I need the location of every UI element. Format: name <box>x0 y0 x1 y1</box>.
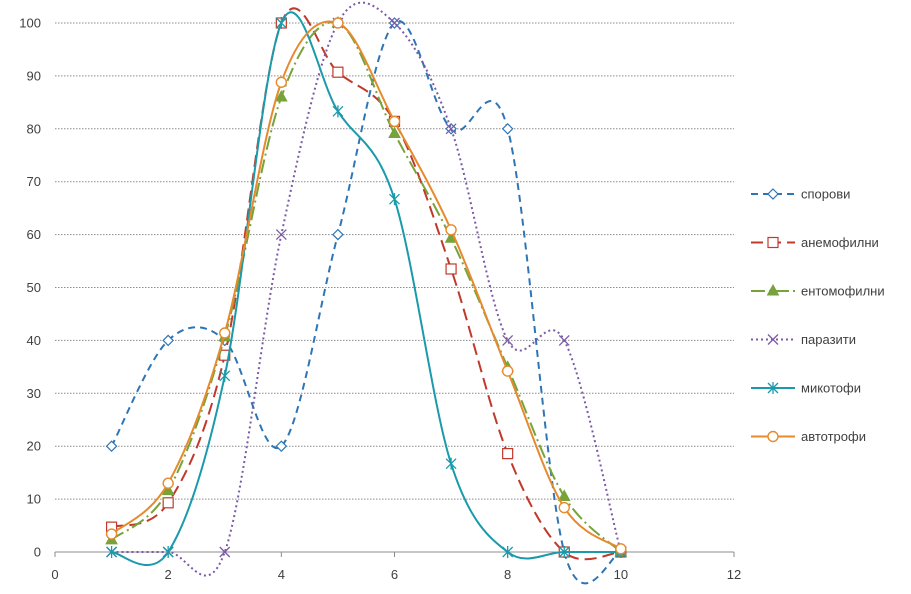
legend-label: ентомофилни <box>801 284 885 299</box>
data-point-6-3 <box>219 327 231 339</box>
data-point-5-2 <box>162 546 174 558</box>
legend-marker-icon <box>767 382 779 394</box>
data-point-5-8 <box>502 546 514 558</box>
series-line-2 <box>111 7 621 561</box>
data-point-2-2 <box>162 497 174 509</box>
y-tick-label-70: 70 <box>27 174 41 189</box>
data-point-4-4 <box>275 229 287 241</box>
x-tick-label-4: 4 <box>278 567 285 582</box>
x-tick-label-2: 2 <box>165 567 172 582</box>
data-point-5-6 <box>389 193 400 206</box>
data-point-4-3 <box>219 546 231 558</box>
y-tick-label-0: 0 <box>34 545 41 560</box>
legend-label: микотофи <box>801 381 861 396</box>
series-line-5 <box>111 11 621 566</box>
y-tick-label-20: 20 <box>27 439 41 454</box>
data-point-1-2 <box>162 334 175 347</box>
x-tick-label-12: 12 <box>727 567 741 582</box>
legend-item-2: анемофилни <box>751 235 879 250</box>
data-point-2-5 <box>332 66 344 78</box>
data-point-6-5 <box>332 17 344 29</box>
data-point-6-8 <box>501 365 514 377</box>
data-point-1-4 <box>275 440 288 453</box>
legend-marker-icon <box>767 236 779 249</box>
data-point-6-1 <box>105 528 118 540</box>
legend-item-6: автотрофи <box>751 429 866 444</box>
data-point-6-4 <box>275 76 288 88</box>
y-tick-label-80: 80 <box>27 121 41 136</box>
y-tick-label-30: 30 <box>27 386 41 401</box>
data-point-1-5 <box>332 228 344 241</box>
y-tick-label-60: 60 <box>27 227 41 242</box>
y-tick-label-90: 90 <box>27 68 41 83</box>
legend-item-3: ентомофилни <box>751 284 885 299</box>
series-1 <box>105 17 627 585</box>
legend-marker-icon <box>767 334 779 345</box>
series-4 <box>106 1 627 577</box>
series-5 <box>106 11 627 566</box>
series-layer <box>105 1 628 585</box>
data-point-5-1 <box>106 546 118 558</box>
data-point-5-4 <box>275 17 287 29</box>
series-line-4 <box>111 1 622 577</box>
data-point-3-6 <box>388 126 401 139</box>
legend-marker-icon <box>767 188 779 200</box>
data-point-4-7 <box>445 123 457 135</box>
series-line-6 <box>110 20 622 550</box>
data-point-6-7 <box>445 224 457 236</box>
data-point-2-7 <box>445 263 457 275</box>
legend-label: паразити <box>801 332 856 347</box>
x-tick-label-10: 10 <box>614 567 628 582</box>
legend: спорови анемофилни ентомофилни паразити мико… <box>751 187 885 444</box>
x-tick-label-6: 6 <box>391 567 398 582</box>
legend-label: спорови <box>801 187 850 202</box>
data-point-5-9 <box>558 546 570 558</box>
data-point-6-2 <box>162 477 174 489</box>
legend-item-4: паразити <box>751 332 856 347</box>
y-tick-label-50: 50 <box>27 280 41 295</box>
data-point-4-9 <box>558 334 570 346</box>
y-tick-label-100: 100 <box>19 16 41 31</box>
data-point-5-3 <box>219 369 231 382</box>
data-point-6-6 <box>388 115 401 128</box>
data-point-3-9 <box>557 489 571 501</box>
data-point-4-6 <box>389 17 400 29</box>
data-point-1-8 <box>501 122 514 135</box>
data-point-6-10 <box>615 543 627 555</box>
data-point-2-8 <box>502 448 514 460</box>
series-line-3 <box>110 21 622 553</box>
legend-item-1: спорови <box>751 187 850 202</box>
y-tick-label-10: 10 <box>27 492 41 507</box>
data-point-3-4 <box>274 90 288 102</box>
x-tick-label-0: 0 <box>51 567 58 582</box>
data-point-5-7 <box>445 457 457 470</box>
y-tick-label-40: 40 <box>27 333 41 348</box>
data-point-4-8 <box>502 334 514 346</box>
legend-marker-icon <box>766 283 780 296</box>
data-point-6-9 <box>558 501 570 514</box>
legend-label: анемофилни <box>801 235 879 250</box>
data-point-5-5 <box>332 105 344 118</box>
x-tick-label-8: 8 <box>504 567 511 582</box>
series-6 <box>105 17 627 555</box>
gridlines <box>55 22 734 500</box>
legend-marker-icon <box>767 430 779 443</box>
data-point-1-1 <box>105 440 118 453</box>
legend-item-5: микотофи <box>751 381 861 396</box>
legend-label: автотрофи <box>801 429 866 444</box>
